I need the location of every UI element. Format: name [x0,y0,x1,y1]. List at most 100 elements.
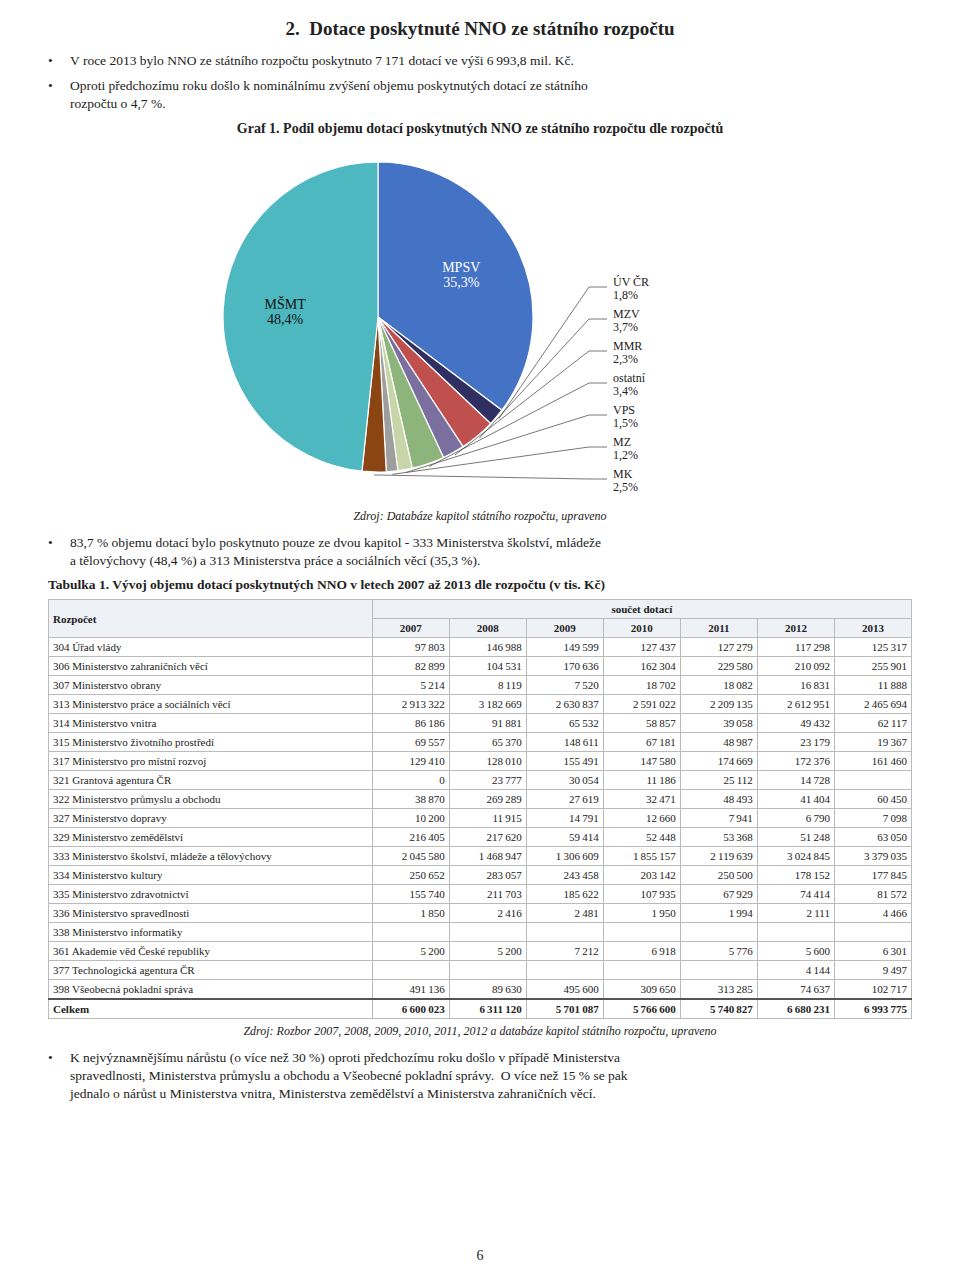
table-cell: 19 367 [834,733,911,752]
table-cell: 5 776 [680,942,757,961]
table-cell: 309 650 [603,980,680,1000]
table-cell: 1 306 609 [526,847,603,866]
table-row: 335 Ministerstvo zdravotnictví155 740211… [49,885,912,904]
slice-label: MMR [613,339,642,353]
table-cell: 7 212 [526,942,603,961]
text-line: jednalo o nárůst u Ministerstva vnitra, … [70,1085,628,1103]
text-line: 83,7 % objemu dotací bylo poskytnuto pou… [70,534,601,552]
table-cell [372,961,449,980]
table-cell: 2 119 639 [680,847,757,866]
leader-line [406,415,607,473]
bullet-text: Oproti předchozímu roku došlo k nomináln… [70,77,588,113]
table-cell: 155 491 [526,752,603,771]
table-row: 377 Technologická agentura ČR4 1449 497 [49,961,912,980]
leader-line [392,447,607,474]
table-row: 306 Ministerstvo zahraničních věcí82 899… [49,657,912,676]
table-cell: 2 913 322 [372,695,449,714]
table-cell: 398 Všeobecná pokladní správa [49,980,373,1000]
table-cell: 18 082 [680,676,757,695]
table-cell: 4 466 [834,904,911,923]
table-cell: 8 119 [449,676,526,695]
table-cell: 147 580 [603,752,680,771]
data-table: Rozpočetsoučet dotací2007200820092010201… [48,599,912,1019]
chart-title: Graf 1. Podíl objemu dotací poskytnutých… [48,121,912,137]
data-label: 3,4% [613,384,638,398]
table-cell: 69 557 [372,733,449,752]
table-cell: 211 703 [449,885,526,904]
table-cell: 12 660 [603,809,680,828]
data-label: 35,3% [443,275,480,290]
table-cell: 314 Ministerstvo vnitra [49,714,373,733]
data-label: 3,7% [613,320,638,334]
table-cell: 1 850 [372,904,449,923]
table-cell: 48 987 [680,733,757,752]
table-cell: 6 311 120 [449,999,526,1019]
table-cell: 127 437 [603,638,680,657]
table-row: 313 Ministerstvo práce a sociálních věcí… [49,695,912,714]
table-cell: 49 432 [757,714,834,733]
table-cell: 30 054 [526,771,603,790]
slice-label: MPSV [442,260,480,275]
header-cell: 2008 [449,619,526,638]
header-cell: Rozpočet [49,600,373,638]
table-cell: 322 Ministerstvo průmyslu a obchodu [49,790,373,809]
table-cell: 306 Ministerstvo zahraničních věcí [49,657,373,676]
table-cell: 336 Ministerstvo spravedlnosti [49,904,373,923]
table-cell: 149 599 [526,638,603,657]
bullet-symbol: • [48,1049,70,1103]
table-cell: 127 279 [680,638,757,657]
table-cell: 65 370 [449,733,526,752]
table-cell: 2 111 [757,904,834,923]
table-cell [449,923,526,942]
table-head: Rozpočetsoučet dotací2007200820092010201… [49,600,912,638]
table-cell [526,961,603,980]
table-cell: 161 460 [834,752,911,771]
table-cell: 2 481 [526,904,603,923]
bullet-symbol: • [48,52,70,70]
table-cell: 65 532 [526,714,603,733]
table-cell: 203 142 [603,866,680,885]
table-cell: 177 845 [834,866,911,885]
table-cell: 16 831 [757,676,834,695]
table-cell: 6 918 [603,942,680,961]
table-row: 314 Ministerstvo vnitra86 18691 88165 53… [49,714,912,733]
table-cell: 23 179 [757,733,834,752]
table-cell: 107 935 [603,885,680,904]
table-cell: 97 803 [372,638,449,657]
table-cell [449,961,526,980]
table-cell [526,923,603,942]
bullet: •K nejvýznамnějšímu nárůstu (o více než … [48,1049,912,1103]
table-cell: 10 200 [372,809,449,828]
table-cell: 304 Úřad vlády [49,638,373,657]
table-cell: 39 058 [680,714,757,733]
table-row: 307 Ministerstvo obrany5 2148 1197 52018… [49,676,912,695]
table-cell: 81 572 [834,885,911,904]
table-cell: 2 465 694 [834,695,911,714]
table-title: Tabulka 1. Vývoj objemu dotací poskytnut… [48,577,912,593]
table-cell [680,961,757,980]
table-cell: 11 915 [449,809,526,828]
table-cell: 91 881 [449,714,526,733]
slices [223,162,533,472]
table-cell: 6 600 023 [372,999,449,1019]
table-cell: 18 702 [603,676,680,695]
slice-label: MZV [613,307,640,321]
table-cell: 250 652 [372,866,449,885]
bullet: •V roce 2013 bylo NNO ze státního rozpoč… [48,52,912,70]
table-cell: 14 728 [757,771,834,790]
table-cell: 2 612 951 [757,695,834,714]
bullet-text: V roce 2013 bylo NNO ze státního rozpočt… [70,52,574,70]
table-cell: 38 870 [372,790,449,809]
table-cell: 5 600 [757,942,834,961]
table-cell [372,923,449,942]
table-cell: 1 994 [680,904,757,923]
table-cell: 4 144 [757,961,834,980]
table-cell: 216 405 [372,828,449,847]
table-row: 333 Ministerstvo školství, mládeže a těl… [49,847,912,866]
table-cell: 67 181 [603,733,680,752]
leader-line [455,351,607,455]
table-cell: 333 Ministerstvo školství, mládeže a těl… [49,847,373,866]
table-cell: 74 637 [757,980,834,1000]
table-cell: 495 600 [526,980,603,1000]
table-cell: 9 497 [834,961,911,980]
